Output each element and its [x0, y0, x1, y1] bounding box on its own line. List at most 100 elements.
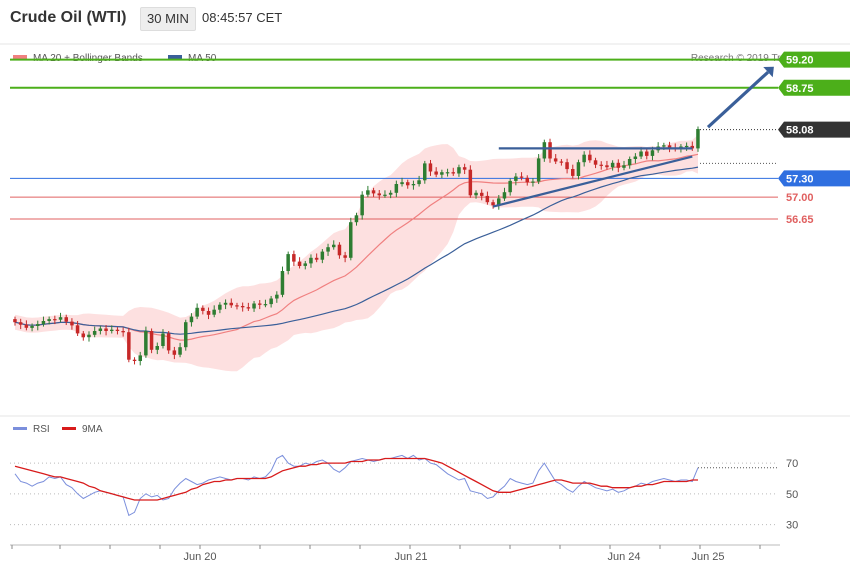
price-tag-59-20: 59.20	[778, 51, 850, 68]
research-credit: Research © 2019 Trading Central	[691, 53, 840, 64]
x-tick-label-jun-25: Jun 25	[691, 551, 724, 563]
candle-body	[565, 162, 569, 170]
candle	[70, 318, 74, 330]
candle-body	[400, 182, 404, 185]
candle	[531, 178, 535, 187]
candle	[627, 156, 632, 169]
candle-body	[110, 329, 114, 331]
candle-body	[519, 176, 524, 178]
candle-body	[218, 304, 222, 310]
candle	[320, 249, 325, 264]
main-legend: MA 20 + Bollinger Bands MA 50 Research ©…	[13, 53, 840, 64]
price-tag-label: 59.20	[786, 55, 814, 67]
candle	[400, 177, 404, 187]
candle	[388, 190, 393, 199]
candle	[18, 318, 23, 330]
candle	[24, 320, 29, 331]
candle	[201, 305, 205, 315]
candle	[411, 180, 416, 190]
candle-body	[184, 322, 188, 348]
candle	[206, 307, 211, 320]
candle	[542, 139, 547, 162]
candle-body	[576, 162, 581, 176]
candle	[610, 160, 615, 171]
candle-body	[161, 333, 165, 346]
rsi-tick-label-50: 50	[786, 489, 798, 501]
candle-body	[104, 328, 108, 331]
price-label-56-65: 56.65	[786, 214, 814, 226]
candle	[462, 163, 467, 175]
ma50-legend-label: MA 50	[188, 53, 217, 64]
candle-body	[64, 317, 68, 322]
candle-body	[542, 142, 547, 159]
price-tags: 59.20 58.75 58.08 57.30 57.00 56.65	[778, 51, 850, 226]
candle-body	[195, 307, 199, 317]
candle-body	[252, 303, 256, 309]
candle-body	[553, 158, 558, 162]
candle-body	[75, 325, 80, 334]
candle	[292, 250, 296, 266]
candle-body	[445, 172, 450, 174]
candle-body	[462, 167, 467, 170]
candle-body	[314, 257, 319, 260]
timeframe-badge[interactable]: 30 MIN	[140, 7, 196, 31]
candle-body	[610, 162, 615, 168]
candle-body	[18, 322, 23, 325]
candle-body	[406, 182, 410, 186]
candle	[269, 295, 273, 308]
candle	[229, 298, 233, 308]
candle-body	[297, 261, 302, 266]
candle-body	[24, 324, 29, 328]
candle-body	[343, 255, 347, 258]
candle	[576, 159, 581, 180]
candle	[394, 180, 399, 198]
candles	[13, 126, 700, 366]
candle-body	[371, 190, 376, 194]
ma20-legend-label: MA 20 + Bollinger Bands	[33, 53, 143, 64]
rsi-ma9-line	[14, 457, 698, 501]
candle-body	[582, 154, 586, 163]
candle	[645, 149, 649, 160]
rsi-tick-label-70: 70	[786, 458, 798, 470]
candle-body	[593, 160, 598, 165]
candle-body	[258, 303, 262, 305]
candle	[75, 320, 80, 336]
candle	[468, 165, 473, 198]
candle	[47, 316, 51, 325]
ma50-legend-swatch	[168, 55, 182, 59]
candle-body	[417, 180, 421, 185]
candle	[565, 158, 569, 174]
rsi-line	[14, 454, 699, 517]
candle-body	[627, 159, 632, 166]
candle	[434, 167, 438, 178]
projection-arrow-head	[763, 66, 774, 78]
price-tag-shape	[778, 170, 850, 187]
candle	[161, 329, 165, 349]
candle-body	[127, 332, 131, 360]
candle-body	[485, 195, 490, 203]
chart-header: Crude Oil (WTI) 30 MIN 08:45:57 CET	[0, 0, 850, 36]
x-axis: Jun 20 Jun 21 Jun 24 Jun 25	[11, 545, 761, 563]
price-tag-label: 58.08	[786, 125, 814, 137]
candle-body	[292, 254, 296, 262]
trend-drawings	[492, 66, 774, 208]
candle-body	[605, 165, 609, 168]
candle-body	[81, 333, 85, 338]
rsi-tick-label-30: 30	[786, 520, 798, 532]
candle-body	[138, 355, 142, 361]
candle-body	[172, 350, 177, 355]
candle	[115, 327, 120, 335]
candle	[428, 159, 433, 176]
candle	[536, 154, 541, 185]
candle-body	[497, 198, 501, 206]
candle-body	[474, 192, 478, 196]
rsi-panel: 70 50 30	[10, 454, 798, 532]
rsi-legend-label: RSI	[33, 424, 50, 435]
candle	[30, 323, 34, 332]
candle-body	[525, 177, 529, 183]
ma9-legend-swatch	[62, 427, 76, 430]
candle-body	[115, 329, 120, 331]
candle-body	[548, 142, 552, 159]
candle	[571, 164, 575, 179]
candle	[275, 291, 279, 303]
